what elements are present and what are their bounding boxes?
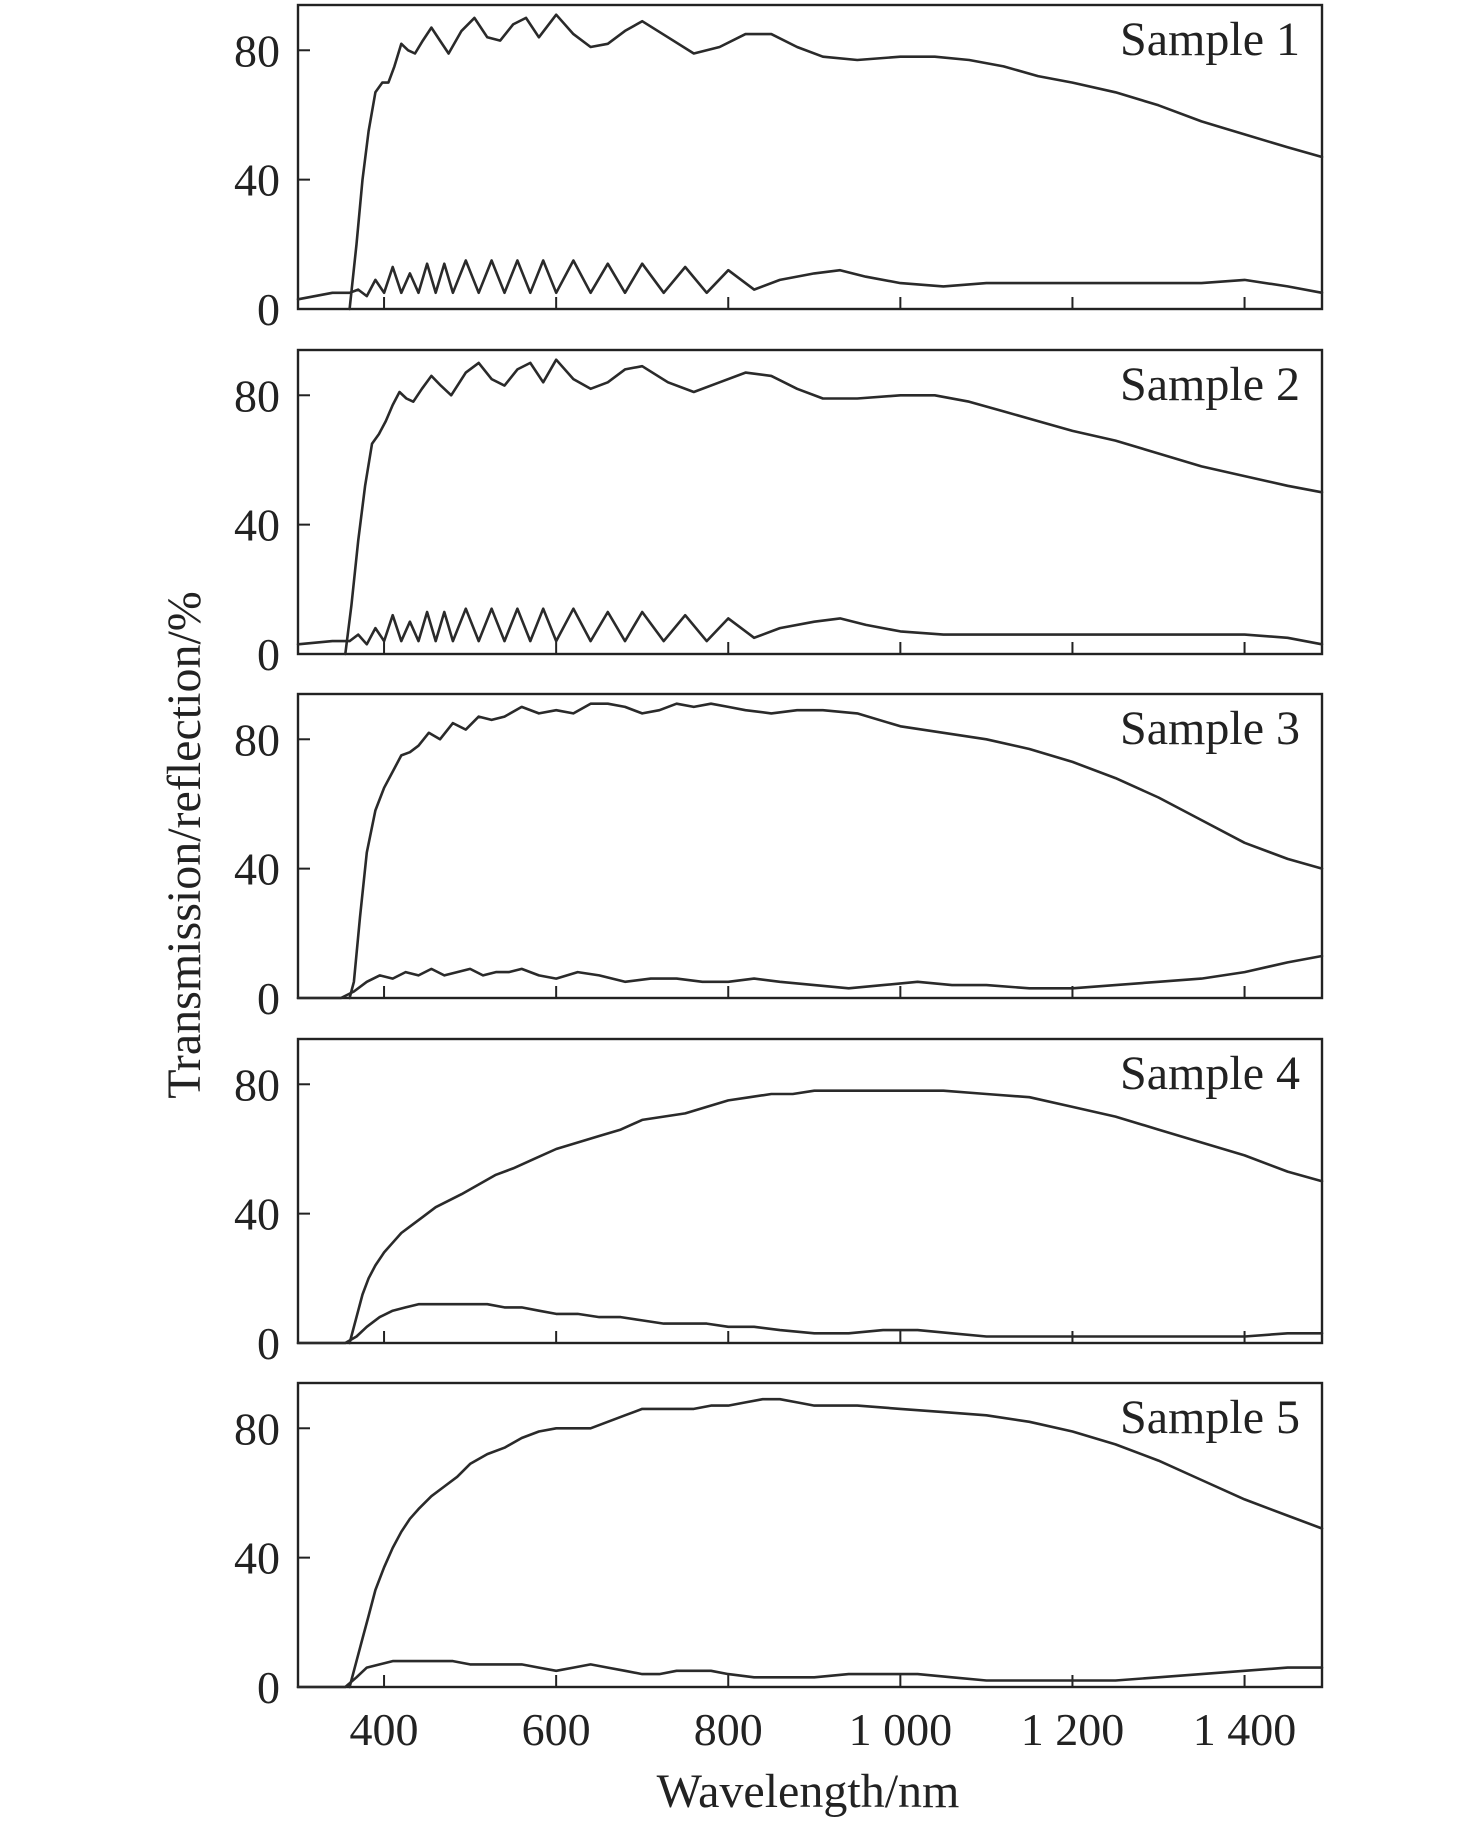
sample-label: Sample 4 [1120, 1047, 1300, 1100]
y-tick-label: 0 [257, 1318, 280, 1369]
x-tick-labels: 400 600 800 1 000 1 200 1 400 [350, 1704, 1297, 1755]
panel-4: 0 40 80 Sample 4 [234, 1037, 1324, 1369]
x-tick-label: 400 [350, 1704, 419, 1755]
plot-frame [296, 1037, 1324, 1345]
y-tick-label: 40 [234, 1533, 280, 1584]
curve-lower [296, 259, 1324, 301]
curve-upper [348, 13, 1324, 311]
curve-upper [348, 1397, 1324, 1689]
y-tick-label: 80 [234, 370, 280, 421]
curve-lower [296, 1659, 1324, 1689]
curve-upper [344, 358, 1324, 656]
plot-frame [296, 692, 1324, 1000]
y-tick-label: 40 [234, 844, 280, 895]
y-tick-label: 0 [257, 284, 280, 335]
sample-label: Sample 2 [1120, 358, 1300, 411]
y-tick-label: 0 [257, 629, 280, 680]
y-tick-label: 40 [234, 500, 280, 551]
panel-3: 0 40 80 Sample 3 [234, 692, 1324, 1024]
panel-2: 0 40 80 Sample 2 [234, 348, 1324, 680]
y-tick-label: 80 [234, 1403, 280, 1454]
x-axis-title: Wavelength/nm [657, 1765, 960, 1818]
x-tick-label: 1 000 [849, 1704, 953, 1755]
panel-5: 0 40 80 Sample 5 [234, 1381, 1324, 1713]
x-tick-label: 1 400 [1193, 1704, 1297, 1755]
y-tick-label: 80 [234, 714, 280, 765]
y-tick-label: 80 [234, 25, 280, 76]
y-tick-label: 80 [234, 1059, 280, 1110]
curve-lower [296, 607, 1324, 646]
curve-upper [348, 702, 1324, 1000]
curve-lower [296, 954, 1324, 1000]
y-tick-label: 40 [234, 1189, 280, 1240]
curve-lower [296, 1302, 1324, 1345]
y-tick-label: 40 [234, 155, 280, 206]
plot-frame [296, 348, 1324, 656]
sample-label: Sample 5 [1120, 1391, 1300, 1444]
sample-label: Sample 1 [1120, 13, 1300, 66]
plot-frame [296, 1381, 1324, 1689]
y-tick-label: 0 [257, 973, 280, 1024]
y-axis-title: Transmission/reflection/% [158, 591, 211, 1099]
y-tick-label: 0 [257, 1662, 280, 1713]
x-tick-label: 1 200 [1021, 1704, 1125, 1755]
x-tick-label: 800 [694, 1704, 763, 1755]
panel-1: 0 40 80 Sample 1 [234, 3, 1324, 335]
curve-upper [348, 1089, 1324, 1345]
x-tick-label: 600 [522, 1704, 591, 1755]
sample-label: Sample 3 [1120, 702, 1300, 755]
